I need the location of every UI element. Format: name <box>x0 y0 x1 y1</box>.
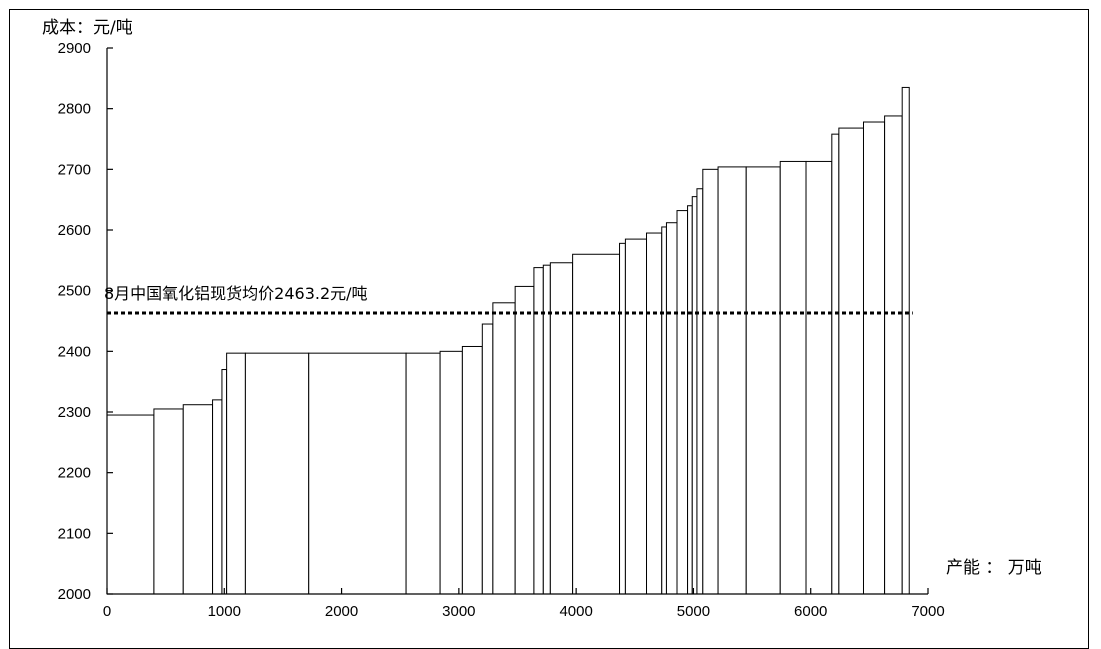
bar-8 <box>308 352 407 595</box>
cost-curve-chart: 8月中国氧化铝现货均价2463.2元/吨 2000 2100 2200 2300 240… <box>42 18 1042 620</box>
bar-30 <box>745 166 781 595</box>
x-tick-label-7000: 7000 <box>911 603 944 620</box>
y-tick-label-2000: 2000 <box>58 586 91 603</box>
bar-23 <box>665 222 678 595</box>
bar-10 <box>439 350 463 595</box>
bar-14 <box>514 285 535 595</box>
bar-19 <box>619 242 626 595</box>
bar-18 <box>572 253 621 595</box>
bar-1 <box>106 414 155 595</box>
bar-35 <box>862 121 886 595</box>
bar-5 <box>221 369 228 595</box>
bar-22 <box>661 226 667 595</box>
bar-28 <box>702 168 719 595</box>
y-tick-label-2200: 2200 <box>58 465 91 482</box>
bar-9 <box>405 352 441 595</box>
x-tick-label-4000: 4000 <box>559 603 592 620</box>
bar-21 <box>646 232 663 595</box>
bar-3 <box>182 404 214 595</box>
bar-34 <box>838 127 864 595</box>
bar-29 <box>717 166 747 595</box>
bar-15 <box>533 267 544 595</box>
axes-layer: 2000 2100 2200 2300 2400 2500 2600 2700 2800 2900… <box>58 40 945 620</box>
y-tick-label-2700: 2700 <box>58 161 91 178</box>
x-tick-label-0: 0 <box>103 603 111 620</box>
bar-7 <box>244 352 310 595</box>
bar-25 <box>687 205 693 595</box>
y-tick-label-2600: 2600 <box>58 222 91 239</box>
bar-26 <box>691 196 698 595</box>
bar-4 <box>212 399 223 595</box>
y-tick-label-2500: 2500 <box>58 283 91 300</box>
bar-12 <box>481 323 494 595</box>
bar-31 <box>779 160 807 595</box>
bar-16 <box>542 264 551 595</box>
bar-24 <box>676 210 689 595</box>
bar-37 <box>901 86 910 595</box>
y-tick-label-2300: 2300 <box>58 404 91 421</box>
bar-20 <box>624 238 648 595</box>
y-tick-label-2900: 2900 <box>58 40 91 57</box>
x-tick-label-1000: 1000 <box>208 603 241 620</box>
bar-6 <box>226 352 246 595</box>
bar-13 <box>492 302 516 595</box>
y-tick-label-2800: 2800 <box>58 101 91 118</box>
x-tick-label-6000: 6000 <box>794 603 827 620</box>
bar-2 <box>153 408 184 595</box>
x-tick-label-5000: 5000 <box>677 603 710 620</box>
bars-layer <box>106 86 910 595</box>
x-tick-label-2000: 2000 <box>325 603 358 620</box>
x-axis-title: 产能 ： 万吨 <box>946 558 1042 578</box>
x-tick-label-3000: 3000 <box>442 603 475 620</box>
bar-11 <box>461 345 483 595</box>
bar-36 <box>884 115 903 595</box>
reference-line-label: 8月中国氧化铝现货均价2463.2元/吨 <box>104 284 368 303</box>
y-tick-label-2100: 2100 <box>58 525 91 542</box>
y-tick-label-2400: 2400 <box>58 343 91 360</box>
bar-32 <box>805 160 833 595</box>
y-axis-title: 成本：元/吨 <box>42 18 133 38</box>
bar-33 <box>831 133 840 595</box>
bar-27 <box>696 188 704 595</box>
